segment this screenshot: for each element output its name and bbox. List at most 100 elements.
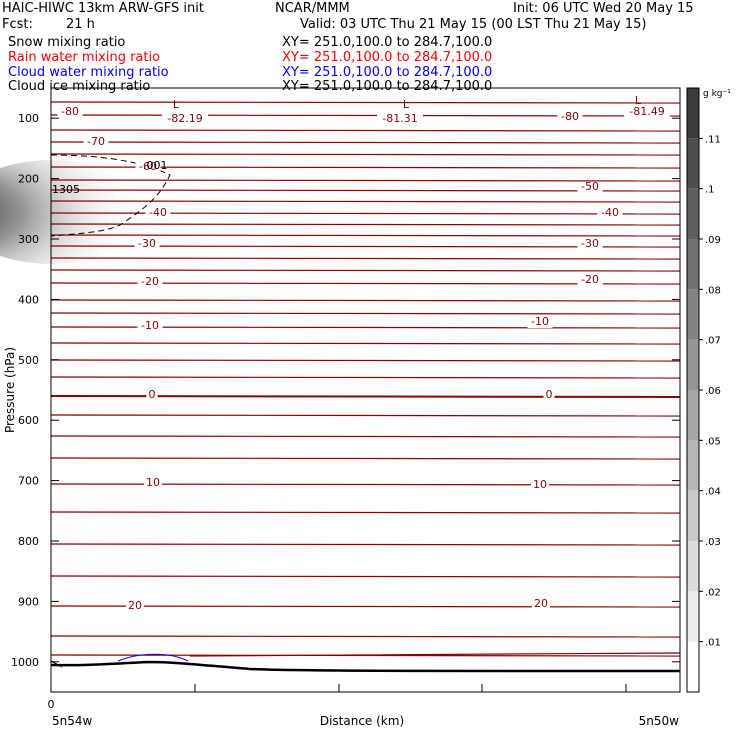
contour-label-bg (137, 321, 163, 332)
y-axis-label: Pressure (hPa) (3, 347, 17, 433)
temperature-contour-line (50, 234, 681, 237)
x-start-label: 5n54w (52, 714, 93, 728)
contour-label: -80 (561, 110, 579, 123)
contour-label: 0 (546, 388, 553, 401)
contour-label: 10 (146, 476, 160, 489)
colorbar-label: .02 (705, 587, 721, 598)
colorbar-label: .1 (705, 185, 715, 196)
temperature-contour-line (50, 179, 681, 182)
contour-label: -70 (87, 135, 105, 148)
colorbar-swatch (687, 440, 699, 491)
contour-label-bg (57, 107, 83, 118)
contour-label: -60 (139, 160, 157, 173)
temperature-contour-line (50, 114, 681, 117)
temperature-contour-line (50, 101, 681, 104)
fcst-value: 21 h (66, 17, 95, 32)
temperature-contour-line (50, 141, 681, 144)
temperature-contour-line (50, 457, 681, 460)
valid-time: Valid: 03 UTC Thu 21 May 15 (00 LST Thu … (300, 17, 647, 32)
low-value-label: -81.49 (629, 105, 664, 118)
colorbar-swatch (687, 390, 699, 441)
temperature-contour-line (50, 223, 681, 226)
low-value-label: -82.19 (167, 112, 202, 125)
contour-label: 10 (533, 478, 547, 491)
colorbar-swatch (687, 541, 699, 592)
field-xy-snow: XY= 251.0,100.0 to 284.7,100.0 (282, 35, 493, 50)
org-label: NCAR/MMM (275, 1, 350, 16)
contour-label-bg (146, 390, 158, 401)
field-label-cloudwater: Cloud water mixing ratio (8, 65, 169, 80)
snow-mixing-shading (0, 160, 146, 264)
x-axis-label: Distance (km) (320, 714, 404, 728)
model-title: HAIC-HIWC 13km ARW-GFS init (2, 1, 204, 16)
colorbar-swatch (687, 188, 699, 239)
fcst-label: Fcst: (2, 17, 33, 32)
colorbar-label: .11 (705, 134, 721, 145)
colorbar-swatch (687, 641, 699, 692)
contour-label: -10 (531, 315, 549, 328)
temperature-contour-line (189, 652, 681, 657)
temperature-contour-line (50, 212, 681, 215)
contour-label: -80 (61, 105, 79, 118)
y-tick-label: 1000 (11, 656, 39, 669)
low-marker: L (173, 98, 180, 111)
contour-label-bg (532, 599, 550, 610)
temperature-contour-line (50, 299, 681, 302)
contour-label-bg (543, 390, 555, 401)
temperature-contour-line (50, 245, 681, 248)
contour-label-bg (134, 239, 160, 250)
terrain-line (50, 660, 681, 673)
colorbar-label: .08 (705, 285, 721, 296)
temperature-contour-line (50, 312, 681, 315)
cloud-water-contour (117, 653, 189, 662)
contour-label-bg (145, 208, 171, 219)
temperature-contour-line (50, 483, 681, 486)
y-tick-label: 800 (18, 535, 39, 548)
contour-label: 20 (534, 597, 548, 610)
temperature-contour-line (50, 635, 681, 638)
temperature-contour-line (50, 395, 681, 398)
field-label-snow: Snow mixing ratio (8, 35, 126, 50)
x-zero-label: 0 (48, 698, 55, 711)
contour-label-bg (577, 182, 603, 193)
contour-label-bg (135, 162, 161, 173)
contour-label: -20 (581, 273, 599, 286)
temperature-contour-line (50, 282, 681, 285)
colorbar-unit: g kg⁻¹ (703, 89, 731, 99)
temperature-contour-line (50, 129, 681, 132)
temperature-contour-line (50, 376, 681, 379)
temperature-contour-line (50, 543, 681, 546)
colorbar-swatch (687, 88, 699, 139)
contour-label: -10 (141, 319, 159, 332)
contour-label: 20 (128, 599, 142, 612)
contour-label-bg (83, 137, 109, 148)
field-xy-rain: XY= 251.0,100.0 to 284.7,100.0 (282, 50, 493, 65)
temperature-contour-line (50, 511, 681, 514)
low-value-bg (624, 107, 670, 118)
temperature-contour-line (50, 342, 681, 345)
colorbar-swatch (687, 339, 699, 390)
contour-label: -30 (138, 237, 156, 250)
colorbar-swatch (687, 289, 699, 340)
contour-label: -40 (601, 206, 619, 219)
contour-label: -50 (581, 180, 599, 193)
colorbar-swatch (687, 138, 699, 189)
contour-label: -20 (141, 275, 159, 288)
low-value-bg (377, 114, 423, 125)
colorbar-label: .09 (705, 235, 721, 246)
colorbar-label: .05 (705, 436, 721, 447)
y-tick-label: 200 (18, 173, 39, 186)
contour-label-bg (597, 208, 623, 219)
snow-contour-label: .001 (143, 159, 168, 172)
temperature-contour-line (50, 200, 681, 203)
x-end-label: 5n50w (639, 714, 680, 728)
low-value-bg (162, 114, 208, 125)
temperature-contour-line (50, 166, 681, 169)
colorbar-label: .07 (705, 336, 721, 347)
temperature-contour-line (50, 605, 681, 608)
contour-label: -30 (581, 237, 599, 250)
field-xy-cloudice: XY= 251.0,100.0 to 284.7,100.0 (282, 79, 493, 94)
low-marker: L (635, 94, 642, 107)
temperature-contour-line (50, 153, 681, 156)
